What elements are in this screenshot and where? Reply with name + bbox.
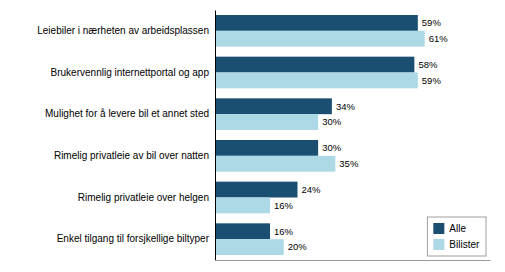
y-tick: Mulighet for å levere bil et annet sted [45,108,209,119]
plot: 16% 24% 30% 34% 58% 59% 20% 16% 35% 30% 59% 61% Enke… [37,11,490,261]
x-axis-line [216,260,491,261]
legend-items: Alle Bilister [433,223,480,250]
y-tick: Enkel tilgang til forsjkellige biltyper [57,233,210,244]
legend-swatch [433,223,444,234]
bar [215,239,284,255]
y-tick-label: Leiebiler i nærheten av arbeidsplassen [37,25,209,36]
y-tick-label: Mulighet for å levere bil et annet sted [45,108,209,119]
legend-item: Alle [433,223,466,234]
y-axis-line [215,11,216,261]
bar [215,114,318,130]
bar [215,73,418,89]
data-label: 20% [288,241,308,252]
data-label: 24% [302,184,322,195]
y-tick-label: Brukervennlig internettportal og app [51,67,210,78]
data-label: 58% [418,59,438,70]
bar [215,198,270,214]
y-tick-label: Rimelig privatleie over helgen [78,192,209,203]
bar [215,140,318,156]
series-bars [215,15,418,239]
bar [215,15,418,31]
y-axis: Enkel tilgang til forsjkellige biltyper R… [37,11,215,261]
data-label: 30% [322,116,342,127]
bars [215,15,425,255]
data-label: 16% [274,200,294,211]
data-labels: 16% 24% 30% 34% 58% 59% 20% 16% 35% 30% 59% 61% [274,17,448,252]
y-tick-label: Enkel tilgang til forsjkellige biltyper [57,233,210,244]
legend: Alle Bilister [427,217,486,256]
data-label: 61% [429,33,449,44]
bar [215,156,335,172]
bar [215,223,270,239]
chart: 16% 24% 30% 34% 58% 59% 20% 16% 35% 30% 59% 61% Enke… [0,0,505,272]
legend-item: Bilister [433,239,480,250]
bar [215,57,414,73]
bar [215,182,298,198]
y-tick: Leiebiler i nærheten av arbeidsplassen [37,25,209,36]
bar [215,98,332,114]
data-label: 30% [322,142,342,153]
y-tick: Rimelig privatleie over helgen [78,192,209,203]
data-label: 34% [336,101,356,112]
data-label: 59% [422,17,442,28]
y-tick: Brukervennlig internettportal og app [51,67,210,78]
data-label: 59% [422,75,442,86]
data-label: 35% [339,158,359,169]
legend-frame [427,217,486,256]
bar [215,31,425,47]
legend-label: Alle [449,223,466,234]
series-bars [215,31,425,255]
legend-label: Bilister [449,239,480,250]
data-label: 16% [274,226,294,237]
legend-swatch [433,239,444,250]
y-tick-label: Rimelig privatleie av bil over natten [54,150,209,161]
x-axis [216,260,491,261]
y-tick: Rimelig privatleie av bil over natten [54,150,209,161]
